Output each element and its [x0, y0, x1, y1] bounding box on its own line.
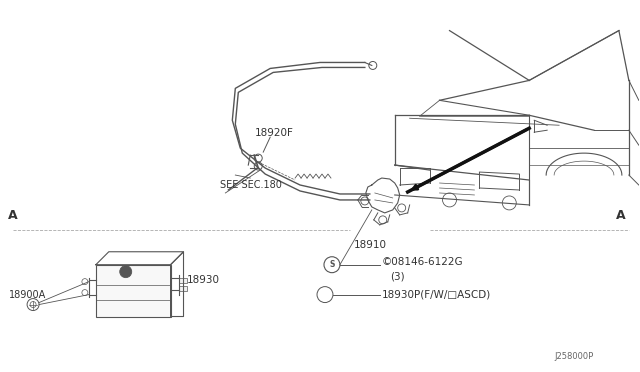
Bar: [179, 278, 186, 283]
Text: ©08146-6122G: ©08146-6122G: [382, 257, 463, 267]
Circle shape: [120, 266, 132, 278]
Text: 18930: 18930: [186, 275, 220, 285]
Text: J258000P: J258000P: [554, 352, 593, 361]
Text: (3): (3): [390, 272, 404, 282]
Text: SEE SEC.180: SEE SEC.180: [220, 180, 282, 190]
Bar: [179, 286, 186, 291]
FancyBboxPatch shape: [96, 265, 171, 317]
Text: A: A: [616, 209, 626, 222]
Text: A: A: [8, 209, 18, 222]
Text: 18900A: 18900A: [9, 289, 47, 299]
Text: 18910: 18910: [353, 240, 387, 250]
Text: 18930P(F/W/□ASCD): 18930P(F/W/□ASCD): [382, 289, 491, 299]
Text: 18920F: 18920F: [255, 128, 294, 138]
Text: S: S: [329, 260, 335, 269]
